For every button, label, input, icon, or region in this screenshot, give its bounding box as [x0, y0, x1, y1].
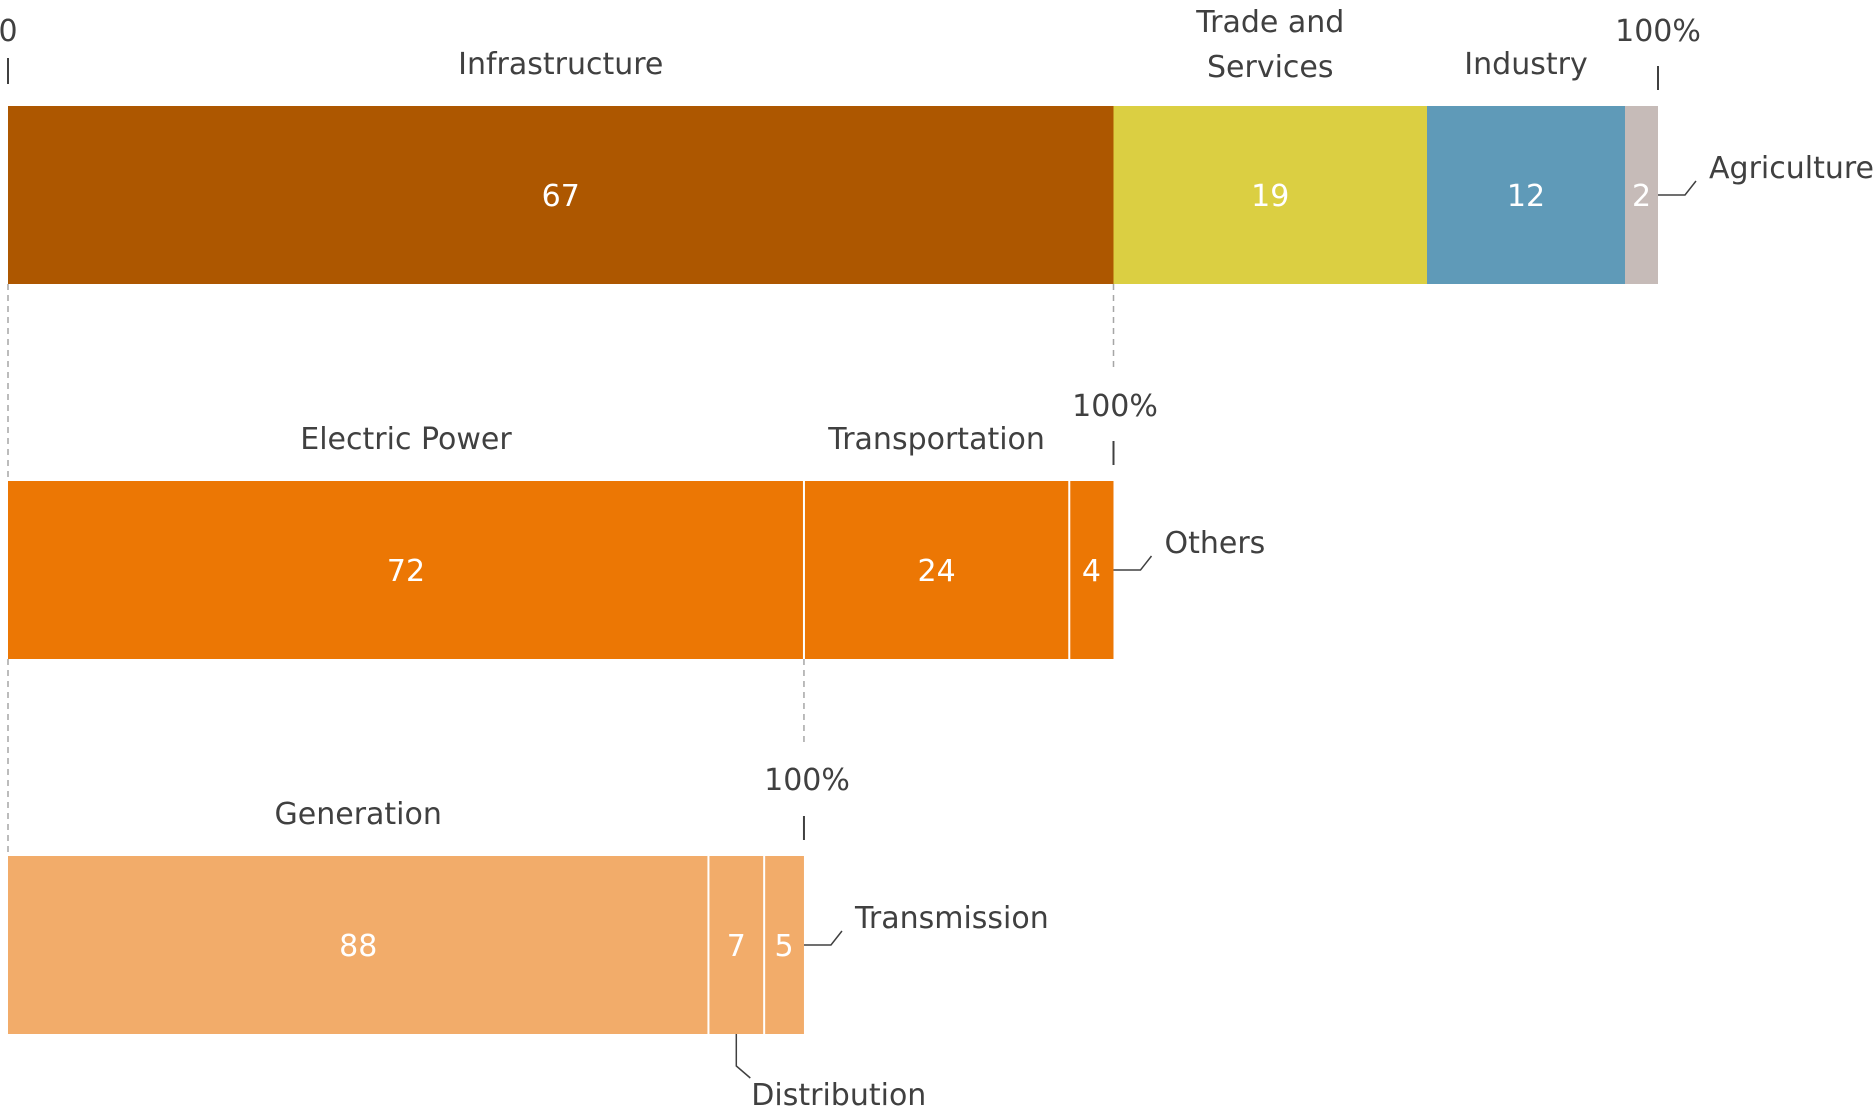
bar-row2-seg1: [8, 481, 804, 659]
bar-row3-seg1: [8, 856, 709, 1034]
bar-row1-seg1: [8, 106, 1114, 284]
leader-line: [1658, 180, 1697, 196]
row2-axis-end-label: 100%: [1072, 389, 1158, 424]
value-label-row2-seg1: 72: [387, 554, 425, 589]
category-label-row2-seg3: Others: [1165, 526, 1266, 561]
value-label-row2-seg3: 4: [1082, 554, 1101, 589]
bar-row1-seg4: [1625, 106, 1658, 284]
category-label-row3-seg3: Transmission: [854, 901, 1049, 936]
value-label-row1-seg1: 67: [542, 179, 580, 214]
bar-row3-seg3: [764, 856, 804, 1034]
leader-line: [735, 1034, 751, 1079]
row3-axis-end-label: 100%: [764, 763, 850, 798]
bar-row2-seg2: [803, 481, 1070, 659]
category-label-row1-seg2: Trade and Services: [1195, 5, 1344, 85]
bar-row2-seg3: [1069, 481, 1114, 659]
value-label-row3-seg2: 7: [727, 929, 746, 964]
category-label-row1-seg4: Agriculture: [1709, 151, 1874, 186]
bar-row1-seg2: [1113, 106, 1427, 284]
leader-line: [803, 930, 843, 946]
value-label-row1-seg2: 19: [1251, 179, 1289, 214]
value-label-row1-seg3: 12: [1507, 179, 1545, 214]
axis-start-label: 0: [0, 14, 18, 49]
bars-layer: [8, 106, 1658, 1034]
category-label-row1-seg1: Infrastructure: [458, 47, 663, 82]
value-label-row3-seg1: 88: [339, 929, 377, 964]
category-label-row3-seg1: Generation: [275, 797, 442, 832]
labels-layer: 67 19 12 2 Infrastructure Trade and Services In…: [275, 5, 1874, 1107]
value-label-row1-seg4: 2: [1632, 179, 1651, 214]
category-label-row3-seg2: Distribution: [751, 1078, 926, 1107]
leader-line: [1113, 555, 1153, 571]
category-label-row1-seg3: Industry: [1464, 47, 1587, 82]
row1-axis-end-label: 100%: [1615, 14, 1701, 49]
value-label-row3-seg3: 5: [775, 929, 794, 964]
value-label-row2-seg2: 24: [918, 554, 956, 589]
guides-layer: [7, 66, 1697, 1079]
bar-row3-seg2: [708, 856, 765, 1034]
category-label-row2-seg1: Electric Power: [300, 422, 512, 457]
category-label-row2-seg2: Transportation: [827, 422, 1045, 457]
bar-row1-seg3: [1427, 106, 1625, 284]
